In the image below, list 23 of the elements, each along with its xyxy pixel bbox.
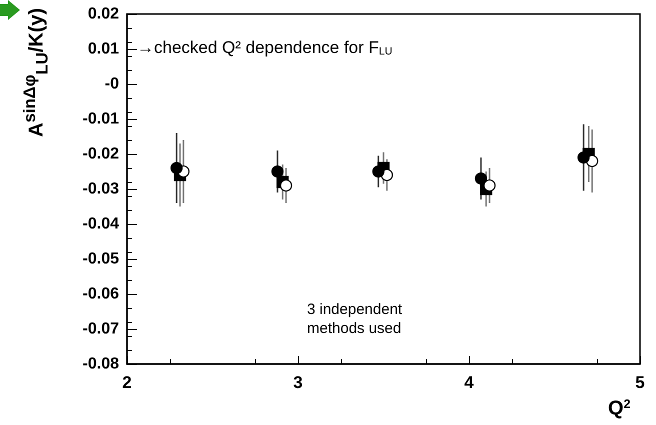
annotation: 3 independent methods used <box>307 301 403 337</box>
point <box>170 162 183 174</box>
y-tick-label: -0.01 <box>82 110 120 128</box>
y-tick-label: -0.02 <box>82 146 120 162</box>
x-tick-label: 4 <box>464 373 474 392</box>
y-tick-label: -0.06 <box>82 286 120 302</box>
x-tick-label: 3 <box>293 373 303 392</box>
point <box>271 165 284 178</box>
x-tick-label: 2 <box>122 373 132 392</box>
y-tick-label: -0.05 <box>82 250 120 268</box>
y-tick-label: -0.03 <box>82 180 120 198</box>
y-tick-label: -0 <box>104 76 120 92</box>
point <box>372 165 384 178</box>
y-tick-label: -0.04 <box>82 216 120 232</box>
y-tick-label: -0.08 <box>82 356 120 372</box>
point <box>577 151 590 164</box>
x-tick-label: 5 <box>635 373 645 392</box>
y-tick-label: -0.07 <box>82 320 120 338</box>
point <box>483 179 496 192</box>
point <box>280 179 292 192</box>
point <box>474 172 488 185</box>
y-tick-label: 0.01 <box>88 40 120 58</box>
y-tick-label: 0.02 <box>88 6 120 22</box>
